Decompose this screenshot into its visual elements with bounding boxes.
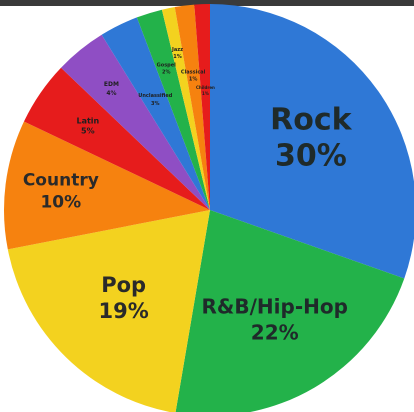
slice-label-name-jazz: Jazz (171, 47, 183, 53)
slice-label-name-r-b-hip-hop: R&B/Hip-Hop (202, 295, 348, 319)
slice-label-pct-r-b-hip-hop: 22% (251, 321, 299, 345)
slice-label-pct-jazz: 1% (173, 54, 182, 60)
slice-label-pct-edm: 4% (106, 90, 116, 97)
pie-slice-r-b-hip-hop (175, 210, 405, 412)
slice-label-name-rock: Rock (270, 103, 352, 138)
pie-slice-rock (210, 4, 414, 279)
pie-slice-children (194, 4, 210, 210)
cropped-title-strip (0, 0, 414, 6)
pie-slice-edm (61, 34, 210, 210)
slice-label-name-country: Country (23, 171, 99, 191)
slice-label-pct-rock: 30% (275, 139, 347, 174)
slice-label-pct-classical: 1% (189, 76, 198, 82)
slice-label-name-pop: Pop (101, 273, 146, 297)
slice-label-pct-children: 1% (202, 91, 209, 96)
slice-label-pct-unclassified: 3% (151, 101, 160, 107)
slice-label-name-children: Children (196, 85, 215, 90)
slice-label-name-edm: EDM (104, 81, 119, 88)
slice-label-pct-latin: 5% (81, 126, 95, 135)
slice-label-name-gospel: Gospel (157, 63, 176, 69)
slice-label-name-classical: Classical (181, 69, 206, 75)
pie-slice-unclassified (101, 17, 210, 210)
slice-label-pct-pop: 19% (99, 299, 149, 323)
pie-slices (4, 4, 414, 412)
slice-label-name-unclassified: Unclassified (138, 93, 172, 99)
slice-label-name-latin: Latin (76, 116, 99, 125)
pie-slice-jazz (161, 7, 210, 211)
pie-slice-pop (7, 210, 210, 412)
slice-label-pct-country: 10% (40, 193, 81, 213)
pie-slice-gospel (136, 9, 210, 210)
pie-slice-country (4, 121, 211, 250)
slice-label-pct-gospel: 2% (162, 70, 171, 76)
pie-slice-classical (174, 4, 210, 210)
pie-slice-latin (23, 67, 211, 211)
